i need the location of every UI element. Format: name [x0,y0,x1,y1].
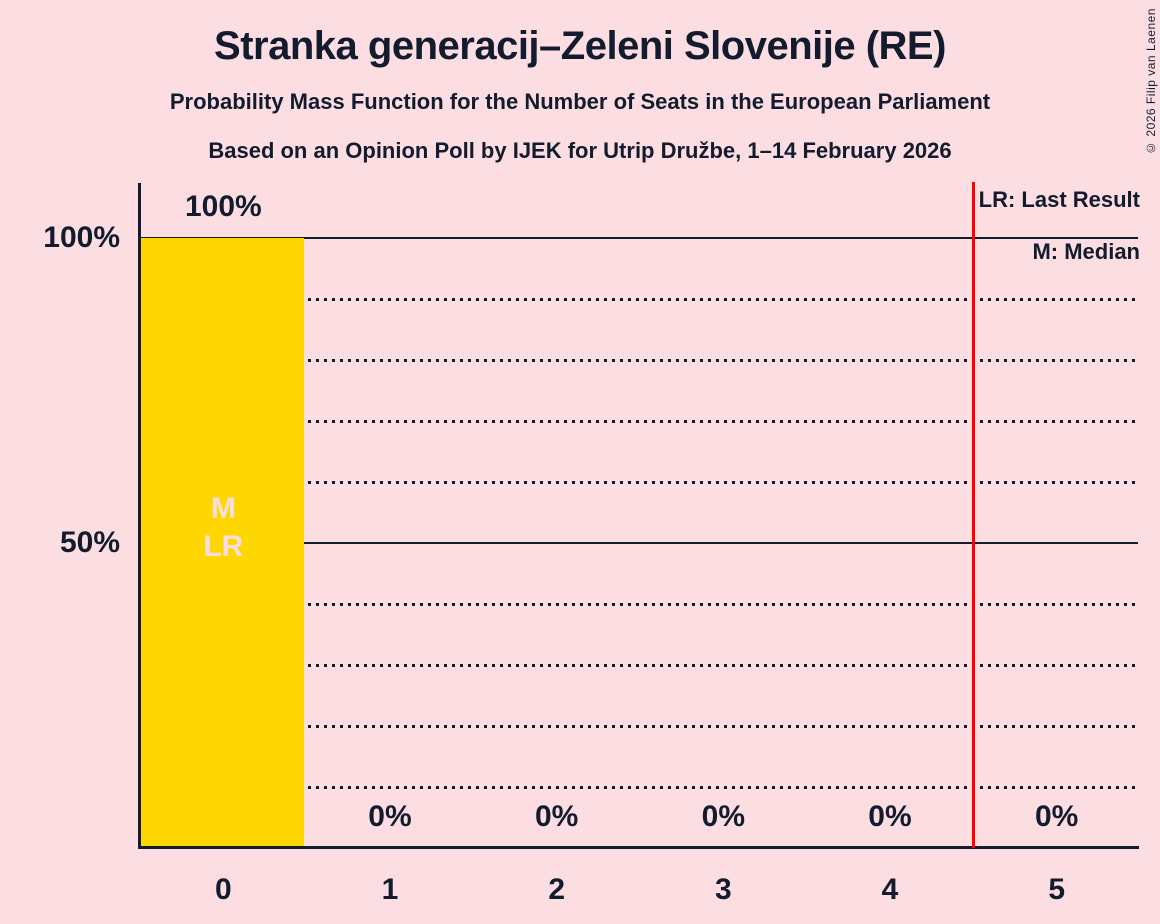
x-tick-label-4: 4 [881,873,899,906]
x-tick-label-3: 3 [714,873,732,906]
annotation-line: LR [203,530,244,563]
x-axis-line [138,846,1139,849]
gridline-10pct [140,786,1138,789]
bar-value-label-0: 100% [184,190,262,223]
last-result-marker-line [971,182,975,848]
gridline-50pct [140,542,1138,544]
gridline-40pct [140,603,1138,606]
chart-subtitle: Probability Mass Function for the Number… [169,89,991,114]
y-axis-line [138,183,141,849]
gridline-70pct [140,420,1138,423]
x-tick-label-1: 1 [381,873,399,906]
legend-median: M: Median [1032,239,1140,264]
bar-value-label-1: 0% [368,800,412,833]
x-tick-label-0: 0 [214,873,232,906]
bar-value-label-4: 0% [868,800,912,833]
chart-source-line: Based on an Opinion Poll by IJEK for Utr… [208,138,952,163]
chart-title: Stranka generacij–Zeleni Slovenije (RE) [214,24,946,68]
gridline-90pct [140,298,1138,301]
bar-value-label-5: 0% [1034,800,1079,833]
gridline-60pct [140,481,1138,484]
gridline-80pct [140,359,1138,362]
gridline-100pct [140,237,1138,239]
annotation-line: M [210,492,236,525]
bar-value-label-3: 0% [701,800,745,833]
bar-value-label-2: 0% [534,800,579,833]
bar-seats-0 [141,238,304,848]
legend-last-result: LR: Last Result [978,187,1140,212]
y-tick-label-100pct: 100% [43,221,120,254]
y-tick-label-50pct: 50% [59,526,120,559]
x-tick-label-2: 2 [548,873,565,906]
gridline-30pct [140,664,1138,667]
median-last-result-annotation: M LR [140,490,307,566]
x-tick-label-5: 5 [1048,873,1065,906]
gridline-20pct [140,725,1138,728]
